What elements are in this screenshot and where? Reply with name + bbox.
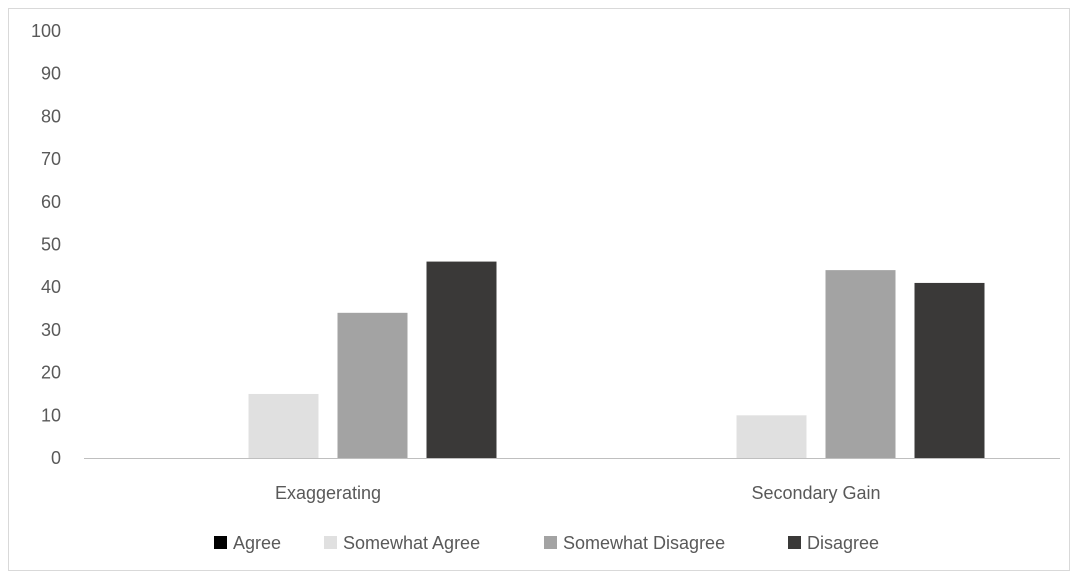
legend-label: Somewhat Agree [343,533,480,553]
y-tick-label: 40 [41,277,61,297]
bar-disagree-exaggerating [426,261,497,458]
legend-swatch [214,536,227,549]
legend-label: Disagree [807,533,879,553]
x-axis-category-labels: Exaggerating Secondary Gain [275,483,881,503]
legend-swatch [788,536,801,549]
y-tick-label: 20 [41,363,61,383]
y-tick-label: 90 [41,64,61,84]
y-tick-label: 50 [41,235,61,255]
x-category-label: Exaggerating [275,483,381,503]
y-tick-label: 70 [41,149,61,169]
legend-item-somewhat-agree: Somewhat Agree [324,533,480,553]
bar-somewhat-disagree-secondary-gain [825,270,896,458]
bar-somewhat-agree-exaggerating [248,393,319,458]
legend: Agree Somewhat Agree Somewhat Disagree Disa… [214,533,879,553]
y-tick-label: 0 [51,448,61,468]
x-category-label: Secondary Gain [751,483,880,503]
legend-label: Agree [233,533,281,553]
bar-disagree-secondary-gain [914,282,985,458]
bars [248,261,985,458]
legend-swatch [324,536,337,549]
y-tick-label: 10 [41,405,61,425]
legend-swatch [544,536,557,549]
y-axis-ticks: 0 10 20 30 40 50 60 70 80 90 100 [31,21,61,468]
legend-label: Somewhat Disagree [563,533,725,553]
legend-item-somewhat-disagree: Somewhat Disagree [544,533,725,553]
bar-somewhat-agree-secondary-gain [736,415,807,458]
y-tick-label: 100 [31,21,61,41]
legend-item-agree: Agree [214,533,281,553]
y-tick-label: 60 [41,192,61,212]
bar-somewhat-disagree-exaggerating [337,312,408,458]
y-tick-label: 30 [41,320,61,340]
legend-item-disagree: Disagree [788,533,879,553]
y-tick-label: 80 [41,106,61,126]
